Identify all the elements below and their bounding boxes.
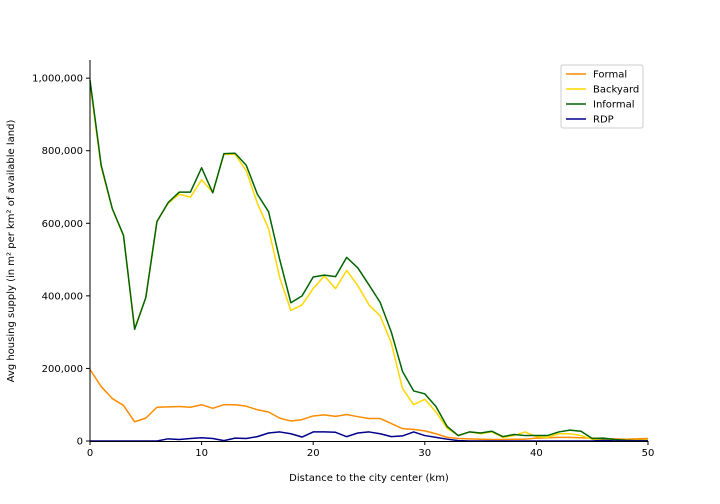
y-axis-ticks: 0 200,000 400,000 600,000 800,000 1,000,000 [32,74,90,448]
x-tick-label: 20 [307,448,320,459]
legend-label-formal: Formal [593,70,627,81]
y-tick-label: 200,000 [42,364,83,375]
y-tick-label: 0 [77,437,83,448]
legend-label-backyard: Backyard [593,85,639,96]
x-tick-label: 50 [642,448,655,459]
series-layer [89,79,649,442]
y-axis-title: Avg housing supply (in m² per km² of ava… [6,120,17,383]
legend-label-informal: Informal [593,100,635,111]
legend: Formal Backyard Informal RDP [560,64,644,129]
x-tick-label: 40 [530,448,543,459]
x-tick-label: 30 [418,448,431,459]
plot-area: 0 10 20 30 40 50 0 200,000 400,000 600,000 800,00… [32,60,654,459]
legend-box [560,64,644,129]
legend-label-rdp: RDP [593,115,614,126]
series-line-backyard [89,83,648,442]
x-tick-label: 0 [87,448,93,459]
y-tick-label: 800,000 [42,146,83,157]
x-axis-ticks: 0 10 20 30 40 50 [87,441,655,459]
x-axis-title: Distance to the city center (km) [289,473,449,484]
y-tick-label: 600,000 [42,219,83,230]
x-tick-label: 10 [195,448,208,459]
series-line-informal [89,79,648,442]
series-line-formal [89,369,649,441]
y-tick-label: 1,000,000 [32,74,83,85]
y-tick-label: 400,000 [42,291,83,302]
